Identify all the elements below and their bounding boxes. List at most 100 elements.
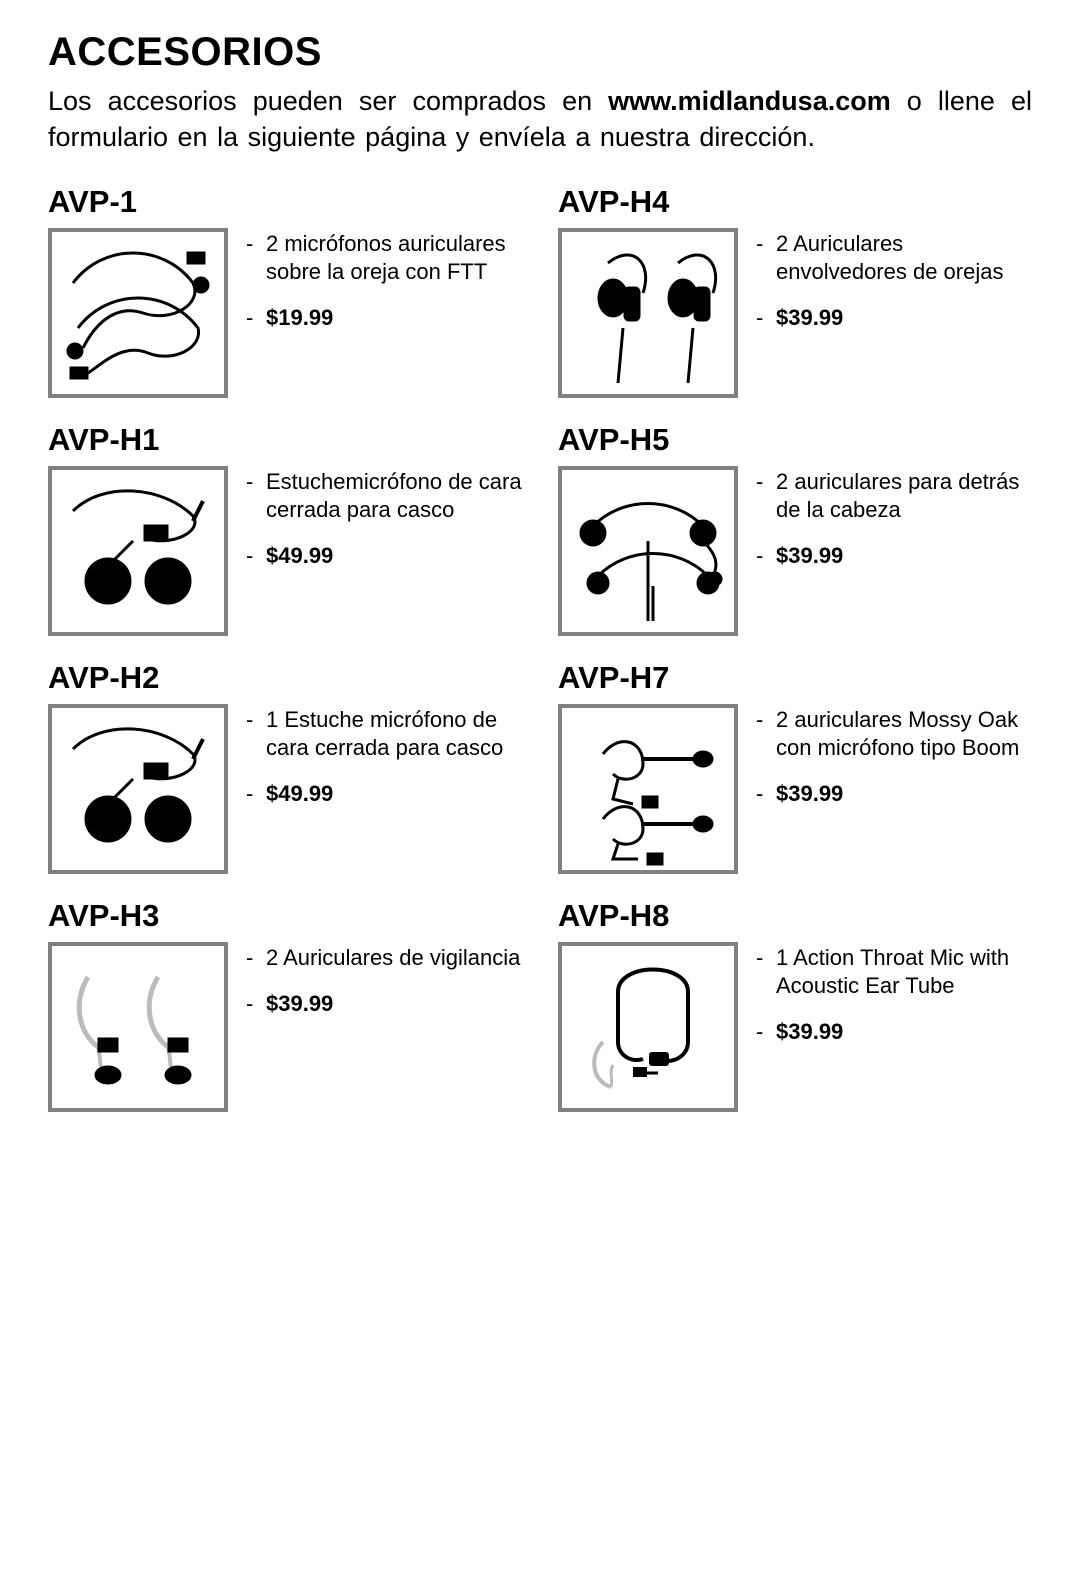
page-title: ACCESORIOS <box>48 30 1032 75</box>
surveil-icon <box>53 947 223 1107</box>
product-sku: AVP-H1 <box>48 422 522 458</box>
product-desc-row: -2 micrófonos auriculares sobre la oreja… <box>246 230 522 286</box>
page: ACCESORIOS Los accesorios pueden ser com… <box>0 0 1080 1172</box>
product-details: -2 micrófonos auriculares sobre la oreja… <box>246 228 522 332</box>
product-desc-row: -2 Auriculares de vigilancia <box>246 944 522 972</box>
product-sku: AVP-1 <box>48 184 522 220</box>
product-description: Estuchemicrófono de cara cerrada para ca… <box>266 468 522 524</box>
bullet-dash: - <box>756 542 776 570</box>
bullet-dash: - <box>246 780 266 808</box>
product-body: -2 auriculares para detrás de la cabeza-… <box>558 466 1032 636</box>
product-details: -2 Auriculares envolvedores de orejas-$3… <box>756 228 1032 332</box>
product-sku: AVP-H3 <box>48 898 522 934</box>
product-price: $39.99 <box>266 990 333 1018</box>
product-card: AVP-H5 -2 auriculares para detrás de la … <box>558 422 1032 636</box>
product-body: -2 auriculares Mossy Oak con micrófono t… <box>558 704 1032 874</box>
product-grid: AVP-1 -2 micrófonos auriculares sobre la… <box>48 184 1032 1112</box>
product-description: 1 Action Throat Mic with Acoustic Ear Tu… <box>776 944 1032 1000</box>
product-price-row: -$49.99 <box>246 780 522 808</box>
intro-paragraph: Los accesorios pueden ser comprados en w… <box>48 83 1032 156</box>
product-price-row: -$39.99 <box>756 304 1032 332</box>
product-thumbnail <box>48 942 228 1112</box>
product-body: -2 micrófonos auriculares sobre la oreja… <box>48 228 522 398</box>
product-description: 2 micrófonos auriculares sobre la oreja … <box>266 230 522 286</box>
product-thumbnail <box>48 228 228 398</box>
bullet-dash: - <box>756 780 776 808</box>
product-price: $49.99 <box>266 542 333 570</box>
helmetkit-icon <box>53 709 223 869</box>
product-card: AVP-H4 -2 Auriculares envolvedores de or… <box>558 184 1032 398</box>
product-desc-row: -1 Action Throat Mic with Acoustic Ear T… <box>756 944 1032 1000</box>
product-details: -2 auriculares Mossy Oak con micrófono t… <box>756 704 1032 808</box>
product-details: -1 Action Throat Mic with Acoustic Ear T… <box>756 942 1032 1046</box>
product-details: -Estuchemicrófono de cara cerrada para c… <box>246 466 522 570</box>
bullet-dash: - <box>756 944 776 972</box>
bullet-dash: - <box>246 944 266 972</box>
bullet-dash: - <box>246 706 266 734</box>
product-desc-row: -1 Estuche micrófono de cara cerrada par… <box>246 706 522 762</box>
product-thumbnail <box>558 704 738 874</box>
product-price-row: -$39.99 <box>246 990 522 1018</box>
product-sku: AVP-H8 <box>558 898 1032 934</box>
product-price-row: -$49.99 <box>246 542 522 570</box>
product-price: $49.99 <box>266 780 333 808</box>
wires-icon <box>53 233 223 393</box>
product-card: AVP-H3 -2 Auriculares de vigilancia-$39.… <box>48 898 522 1112</box>
product-body: -2 Auriculares de vigilancia-$39.99 <box>48 942 522 1112</box>
intro-prefix: Los accesorios pueden ser comprados en <box>48 86 608 116</box>
product-card: AVP-H8 -1 Action Throat Mic with Acousti… <box>558 898 1032 1112</box>
product-price-row: -$39.99 <box>756 1018 1032 1046</box>
bullet-dash: - <box>246 230 266 258</box>
product-sku: AVP-H5 <box>558 422 1032 458</box>
boommic-icon <box>563 709 733 869</box>
product-price-row: -$39.99 <box>756 780 1032 808</box>
intro-url: www.midlandusa.com <box>608 86 891 116</box>
product-card: AVP-H7 -2 auriculares Mossy Oak con micr… <box>558 660 1032 874</box>
bullet-dash: - <box>756 1018 776 1046</box>
bullet-dash: - <box>756 304 776 332</box>
product-sku: AVP-H4 <box>558 184 1032 220</box>
bullet-dash: - <box>756 230 776 258</box>
product-price: $39.99 <box>776 780 843 808</box>
earwrap-icon <box>563 233 733 393</box>
product-price: $19.99 <box>266 304 333 332</box>
product-body: -2 Auriculares envolvedores de orejas-$3… <box>558 228 1032 398</box>
product-sku: AVP-H2 <box>48 660 522 696</box>
bullet-dash: - <box>246 468 266 496</box>
product-card: AVP-1 -2 micrófonos auriculares sobre la… <box>48 184 522 398</box>
product-description: 2 Auriculares envolvedores de orejas <box>776 230 1032 286</box>
product-card: AVP-H2 -1 Estuche micrófono de cara cerr… <box>48 660 522 874</box>
product-sku: AVP-H7 <box>558 660 1032 696</box>
bullet-dash: - <box>756 468 776 496</box>
product-thumbnail <box>48 466 228 636</box>
product-details: -2 Auriculares de vigilancia-$39.99 <box>246 942 522 1018</box>
product-desc-row: -Estuchemicrófono de cara cerrada para c… <box>246 468 522 524</box>
product-description: 1 Estuche micrófono de cara cerrada para… <box>266 706 522 762</box>
product-desc-row: -2 auriculares Mossy Oak con micrófono t… <box>756 706 1032 762</box>
product-thumbnail <box>48 704 228 874</box>
product-desc-row: -2 Auriculares envolvedores de orejas <box>756 230 1032 286</box>
throatmic-icon <box>563 947 733 1107</box>
bullet-dash: - <box>246 304 266 332</box>
product-description: 2 Auriculares de vigilancia <box>266 944 522 972</box>
product-details: -2 auriculares para detrás de la cabeza-… <box>756 466 1032 570</box>
product-thumbnail <box>558 228 738 398</box>
product-desc-row: -2 auriculares para detrás de la cabeza <box>756 468 1032 524</box>
behindhead-icon <box>563 471 733 631</box>
product-details: -1 Estuche micrófono de cara cerrada par… <box>246 704 522 808</box>
product-price-row: -$19.99 <box>246 304 522 332</box>
product-body: -1 Estuche micrófono de cara cerrada par… <box>48 704 522 874</box>
product-price: $39.99 <box>776 542 843 570</box>
bullet-dash: - <box>246 990 266 1018</box>
bullet-dash: - <box>246 542 266 570</box>
product-price: $39.99 <box>776 1018 843 1046</box>
helmetkit-icon <box>53 471 223 631</box>
product-price: $39.99 <box>776 304 843 332</box>
product-thumbnail <box>558 942 738 1112</box>
product-body: -Estuchemicrófono de cara cerrada para c… <box>48 466 522 636</box>
product-card: AVP-H1 -Estuchemicrófono de cara cerrada… <box>48 422 522 636</box>
product-description: 2 auriculares Mossy Oak con micrófono ti… <box>776 706 1032 762</box>
product-price-row: -$39.99 <box>756 542 1032 570</box>
product-body: -1 Action Throat Mic with Acoustic Ear T… <box>558 942 1032 1112</box>
bullet-dash: - <box>756 706 776 734</box>
